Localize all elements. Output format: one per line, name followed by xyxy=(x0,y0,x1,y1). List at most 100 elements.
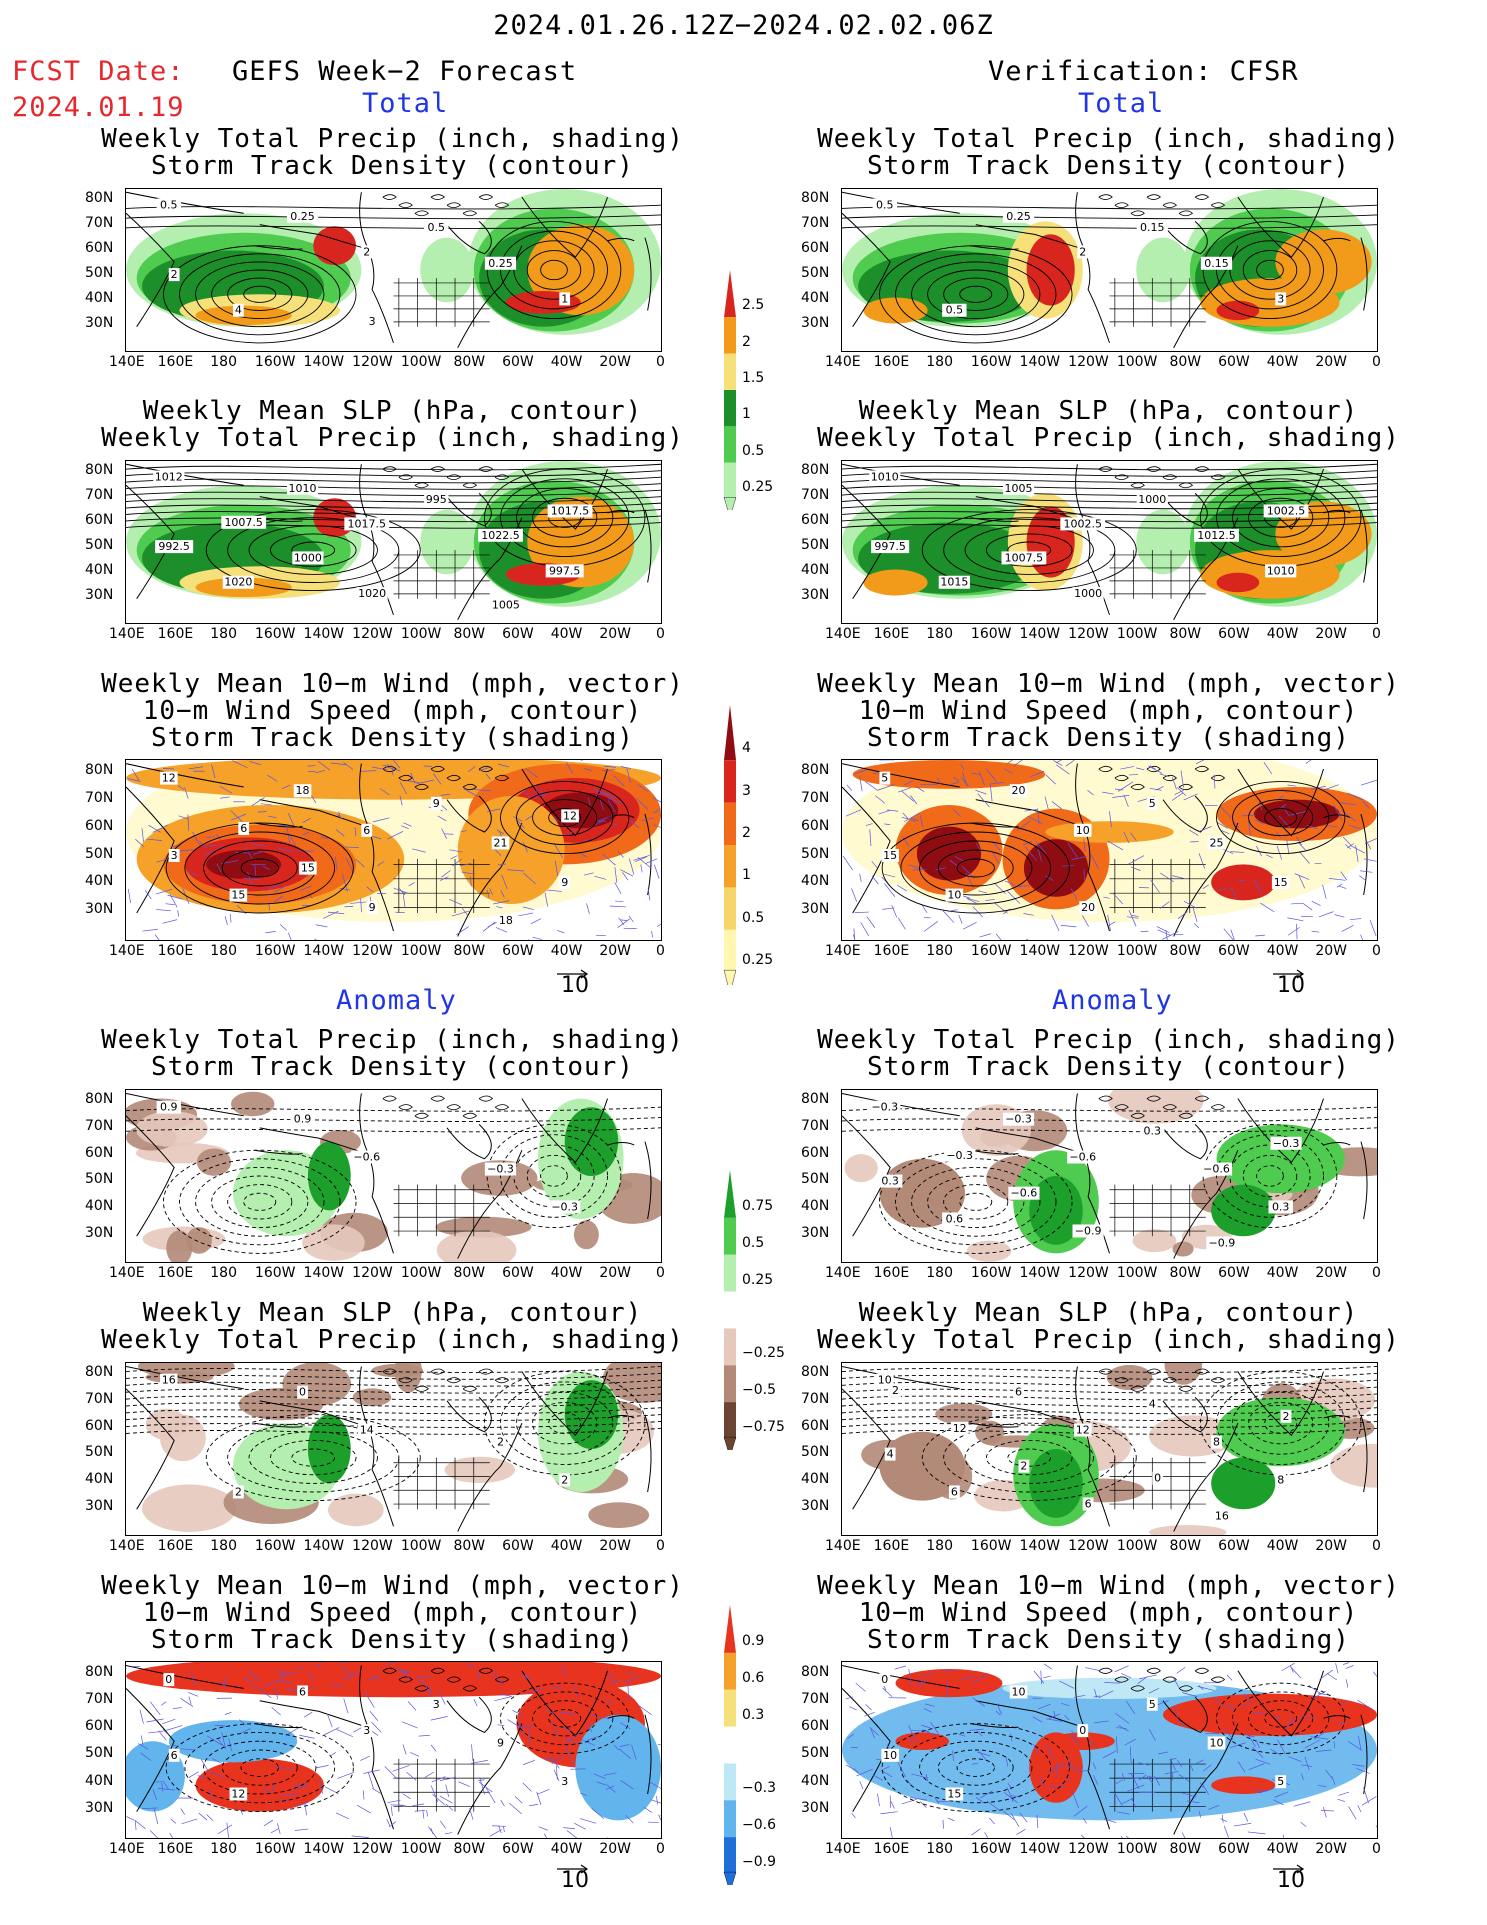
contour-line xyxy=(462,1385,478,1392)
lon-label: 100W xyxy=(400,626,442,642)
wind-vector xyxy=(399,888,406,896)
contour-label: 15 xyxy=(231,889,245,902)
contour-line xyxy=(179,1158,341,1246)
shading-blob xyxy=(1023,839,1089,897)
wind-vector xyxy=(556,1765,558,1780)
wind-vector xyxy=(390,1806,393,1816)
lon-label: 180 xyxy=(926,943,953,959)
contour-line xyxy=(919,840,1033,896)
wind-vector xyxy=(565,1739,579,1744)
contour-label-bg xyxy=(344,517,390,531)
wind-vector xyxy=(619,919,628,921)
lat-label: 80N xyxy=(801,1663,830,1680)
contour-label-bg xyxy=(1270,1136,1302,1150)
contour-line xyxy=(254,1723,303,1729)
panel-title-l1-2: Storm Track Density (contour) xyxy=(151,151,634,181)
contour-line xyxy=(446,202,462,209)
wind-vector xyxy=(321,836,328,839)
lon-label: 160W xyxy=(254,943,296,959)
contour-line xyxy=(165,822,354,914)
lon-label: 100W xyxy=(400,354,442,370)
wind-vector xyxy=(498,763,510,768)
wind-vector xyxy=(593,1773,606,1779)
wind-vector xyxy=(441,870,451,878)
contour-line xyxy=(446,1104,461,1111)
wind-vector xyxy=(355,858,365,868)
wind-vector xyxy=(1064,1714,1070,1721)
contour-line xyxy=(842,463,1377,471)
wind-vector xyxy=(522,906,534,911)
wind-vector xyxy=(965,872,974,888)
wind-vector xyxy=(324,1727,340,1736)
wind-vector xyxy=(445,1803,454,1811)
contour-label-bg xyxy=(1079,901,1097,915)
shading-blob xyxy=(435,1216,532,1238)
wind-vector xyxy=(971,1828,981,1836)
wind-vector xyxy=(1359,870,1373,873)
wind-vector xyxy=(596,1781,606,1786)
wind-vector xyxy=(278,1799,289,1802)
wind-vector xyxy=(1226,1703,1235,1711)
vector-ref-1: 10 xyxy=(555,965,591,998)
wind-vector xyxy=(860,922,869,936)
contour-line xyxy=(494,1676,510,1683)
wind-vector xyxy=(522,841,528,853)
wind-vector xyxy=(1197,1686,1215,1691)
contour-label: 10 xyxy=(1210,1736,1224,1749)
wind-vector xyxy=(1348,824,1361,830)
lat-label: 40N xyxy=(85,873,114,890)
colorbar-swatch xyxy=(724,1689,736,1727)
map-panel-r5: 10 12 8 6 8 6 4 4 6 2 2 16 12 0 2 xyxy=(841,1362,1378,1536)
wind-vector xyxy=(127,888,131,904)
contour-line xyxy=(842,1427,1377,1435)
wind-vector xyxy=(1342,1662,1350,1665)
contour-line xyxy=(494,1377,510,1384)
contour-line xyxy=(195,261,325,328)
wind-vector xyxy=(1287,927,1300,936)
lon-label: 160W xyxy=(970,1841,1012,1857)
wind-vector xyxy=(160,1701,167,1706)
contour-line xyxy=(1216,478,1346,558)
contour-label-bg xyxy=(1082,1497,1094,1511)
wind-vector xyxy=(384,1766,398,1780)
wind-vector xyxy=(518,912,534,917)
wind-vector xyxy=(1254,819,1264,825)
wind-vector xyxy=(1338,885,1347,889)
panel-title-l2-2: Weekly Total Precip (inch, shading) xyxy=(101,423,684,453)
contour-line xyxy=(500,230,608,310)
wind-vector xyxy=(340,1662,346,1665)
wind-vector xyxy=(1077,1769,1091,1773)
contour-line xyxy=(1098,194,1113,200)
wind-vector xyxy=(855,1682,866,1692)
contour-line xyxy=(446,493,492,527)
contour-line xyxy=(227,277,293,311)
contour-label-bg xyxy=(1002,481,1035,495)
shading-blob xyxy=(1149,1525,1227,1535)
wind-vector xyxy=(1117,1811,1130,1815)
wind-vector xyxy=(620,869,634,877)
contour-line xyxy=(227,517,400,583)
contour-label-bg xyxy=(879,1673,891,1687)
lat-label: 60N xyxy=(85,1718,114,1735)
right-total-label: Total xyxy=(1078,88,1165,119)
wind-vector xyxy=(126,1815,135,1821)
wind-vector xyxy=(206,836,215,839)
wind-vector xyxy=(624,1676,640,1684)
contour-label-bg xyxy=(1263,504,1309,518)
colorbar-swatch xyxy=(724,390,736,427)
lat-label: 50N xyxy=(85,1745,114,1762)
contour-line xyxy=(382,1095,397,1102)
wind-vector xyxy=(257,811,267,813)
contour-line xyxy=(516,488,614,548)
contour-line xyxy=(1194,194,1210,200)
wind-vector xyxy=(641,817,654,822)
contour-label-bg xyxy=(430,1697,442,1711)
lat-label: 80N xyxy=(801,461,830,478)
wind-vector xyxy=(380,788,390,796)
contour-line xyxy=(1210,474,1226,481)
colorbar-swatch xyxy=(724,802,736,845)
wind-vector xyxy=(935,867,946,871)
lon-label: 160W xyxy=(254,1538,296,1554)
wind-vector xyxy=(229,913,232,923)
wind-vector xyxy=(162,1729,169,1735)
